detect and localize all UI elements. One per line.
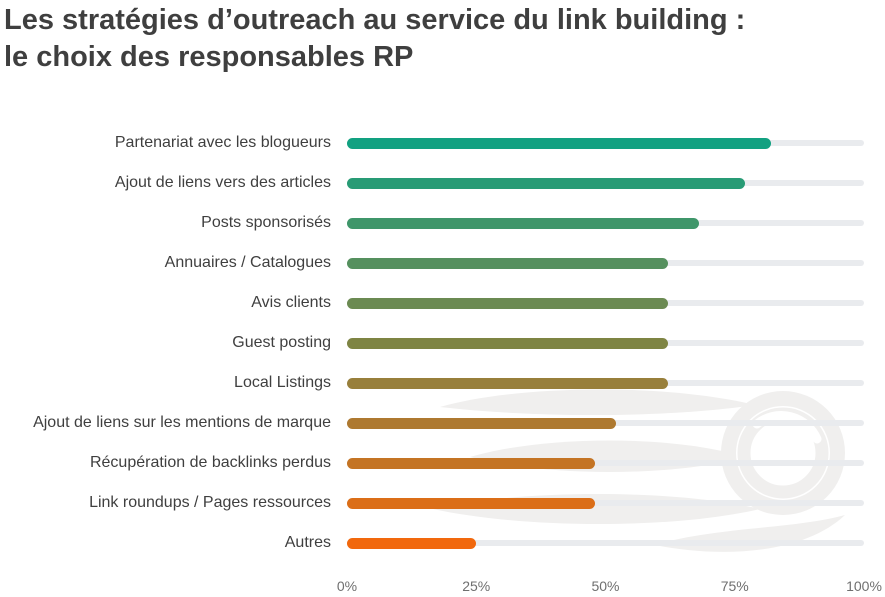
bar-chart: Partenariat avec les blogueurs Ajout de l… [0, 110, 885, 597]
bar [347, 337, 668, 349]
bar [347, 497, 595, 509]
bar [347, 177, 745, 189]
x-axis-tick: 25% [462, 578, 491, 594]
semrush-logo-watermark [433, 389, 845, 552]
bar-label: Annuaires / Catalogues [164, 254, 331, 271]
bar-label: Local Listings [234, 374, 331, 391]
bar-label: Partenariat avec les blogueurs [114, 134, 331, 151]
bar-label: Avis clients [251, 294, 331, 311]
bar-label: Ajout de liens vers des articles [114, 174, 331, 191]
x-axis-tick: 50% [591, 578, 620, 594]
bar [347, 257, 668, 269]
bar [347, 417, 616, 429]
bar-label: Link roundups / Pages ressources [89, 494, 331, 511]
bar-label: Guest posting [232, 334, 331, 351]
bar-label: Ajout de liens sur les mentions de marqu… [33, 414, 331, 431]
chart-title: Les stratégies d’outreach au service du … [4, 4, 746, 73]
bar-track [347, 540, 864, 546]
bar-label: Autres [284, 534, 331, 551]
x-axis-tick: 0% [336, 578, 358, 594]
x-axis-tick: 75% [720, 578, 749, 594]
bar-label: Posts sponsorisés [201, 214, 331, 231]
bar [347, 537, 476, 549]
x-axis-tick: 100% [846, 578, 882, 594]
bar [347, 217, 699, 229]
bar-label: Récupération de backlinks perdus [89, 454, 331, 471]
bar [347, 457, 595, 469]
bar [347, 297, 668, 309]
bar [347, 377, 668, 389]
bar [347, 137, 771, 149]
